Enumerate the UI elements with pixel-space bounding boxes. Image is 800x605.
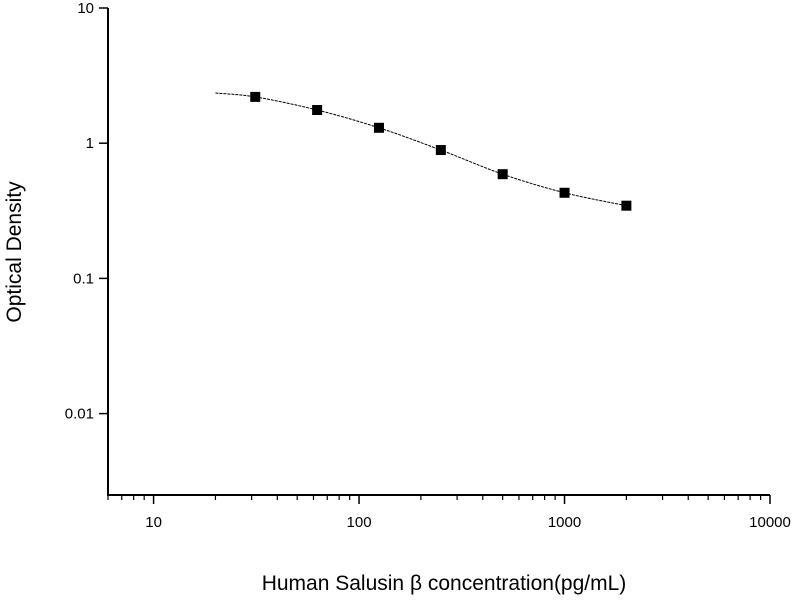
x-tick-label: 100	[347, 514, 372, 531]
data-point	[435, 145, 446, 156]
data-point	[312, 105, 323, 116]
y-tick-label: 0.1	[73, 270, 94, 287]
ticks: 10 100 1000 10000 0.01 0.1 1 10	[65, 0, 791, 531]
data-point	[373, 122, 384, 133]
fit-curve	[215, 92, 627, 207]
axes	[107, 8, 770, 496]
fit-curve-group	[215, 92, 627, 207]
data-point	[559, 187, 570, 198]
data-point	[497, 169, 508, 180]
data-points	[250, 91, 632, 211]
x-axis-label: Human Salusin β concentration(pg/mL)	[262, 572, 627, 595]
y-tick-label: 1	[86, 135, 94, 152]
x-tick-label: 10000	[749, 514, 791, 531]
data-point	[621, 200, 632, 211]
y-axis-label: Optical Density	[3, 181, 26, 323]
y-tick-label: 10	[77, 0, 94, 17]
data-point	[250, 91, 261, 102]
y-tick-label: 0.01	[65, 406, 94, 423]
x-tick-label: 1000	[548, 514, 581, 531]
x-tick-label: 10	[145, 514, 162, 531]
